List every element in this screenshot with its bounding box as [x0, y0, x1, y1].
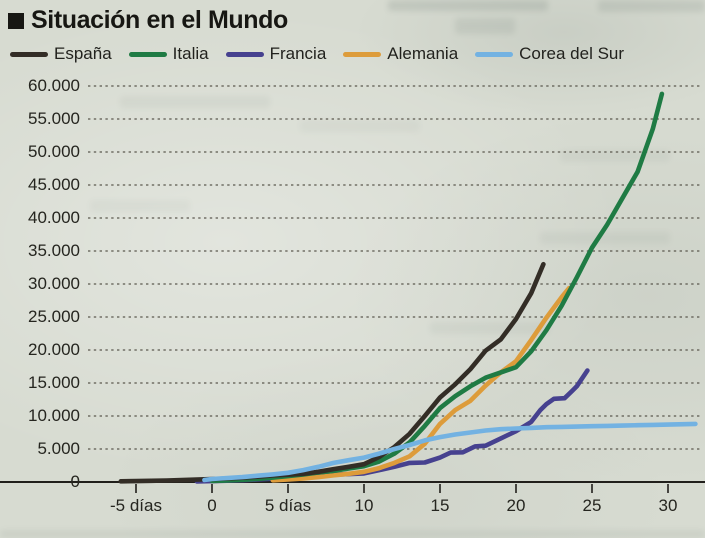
x-axis-label: -5 días — [110, 496, 162, 515]
series-line-corea-del-sur — [202, 421, 698, 483]
y-axis-label: 50.000 — [28, 142, 80, 161]
y-axis-label: 60.000 — [28, 76, 80, 95]
x-axis-label: 25 — [582, 496, 602, 515]
legend-label-francia: Francia — [269, 44, 327, 63]
x-axis-label: 5 días — [264, 496, 312, 515]
title-bullet-square-icon — [8, 12, 24, 29]
legend-swatch-italia — [128, 51, 167, 57]
x-axis-label: 30 — [658, 496, 678, 515]
y-axis-label: 20.000 — [28, 340, 80, 359]
legend-swatch-alemania — [343, 51, 382, 57]
y-axis-label: 30.000 — [28, 274, 80, 293]
y-axis-label: 45.000 — [28, 175, 80, 194]
x-axis-label: 10 — [354, 496, 374, 515]
y-axis-label: 15.000 — [28, 373, 80, 392]
legend-label-corea: Corea del Sur — [519, 44, 625, 63]
chart-legend: España Italia Francia Alemania Corea del… — [10, 44, 641, 64]
series-line-españa — [118, 261, 546, 484]
x-axis-label: 15 — [430, 496, 450, 515]
legend-swatch-espana — [10, 51, 48, 57]
chart-title-bar: Situación en el Mundo — [8, 6, 288, 35]
legend-label-italia: Italia — [172, 44, 209, 63]
y-axis-label: 5.000 — [37, 439, 80, 458]
y-axis-label: 35.000 — [28, 241, 80, 260]
chart-title: Situación en el Mundo — [31, 6, 288, 34]
legend-label-espana: España — [54, 44, 112, 63]
legend-item-alemania: Alemania — [343, 44, 458, 64]
series-line-alemania — [270, 285, 572, 483]
y-axis-label: 55.000 — [28, 109, 80, 128]
legend-item-corea: Corea del Sur — [475, 44, 624, 64]
legend-label-alemania: Alemania — [387, 44, 459, 63]
x-axis-label: 20 — [506, 496, 526, 515]
y-axis-label: 25.000 — [28, 307, 80, 326]
y-axis-label: 0 — [70, 472, 80, 491]
legend-swatch-corea — [475, 51, 514, 57]
legend-swatch-francia — [225, 51, 264, 57]
legend-item-espana: España — [10, 44, 112, 64]
legend-item-francia: Francia — [225, 44, 327, 64]
legend-item-italia: Italia — [128, 44, 209, 64]
y-axis-label: 40.000 — [28, 208, 80, 227]
y-axis-label: 10.000 — [28, 406, 80, 425]
x-axis-label: 0 — [207, 496, 217, 515]
